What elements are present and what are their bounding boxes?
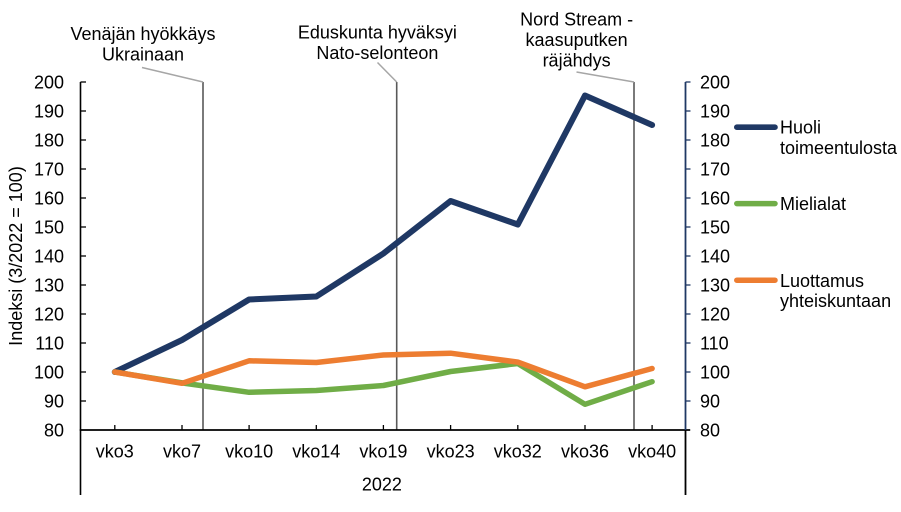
- svg-text:100: 100: [34, 363, 64, 383]
- svg-text:Nato-selonteon: Nato-selonteon: [316, 43, 438, 63]
- svg-text:Huoli: Huoli: [780, 118, 821, 138]
- svg-text:170: 170: [700, 160, 730, 180]
- svg-text:190: 190: [34, 102, 64, 122]
- svg-text:vko10: vko10: [225, 441, 273, 461]
- svg-text:Mielialat: Mielialat: [780, 194, 846, 214]
- svg-text:160: 160: [700, 189, 730, 209]
- svg-text:170: 170: [34, 160, 64, 180]
- svg-text:Nord Stream -: Nord Stream -: [520, 10, 633, 30]
- svg-text:toimeentulosta: toimeentulosta: [780, 138, 898, 158]
- svg-text:190: 190: [700, 102, 730, 122]
- svg-text:90: 90: [700, 392, 720, 412]
- svg-text:120: 120: [700, 305, 730, 325]
- svg-text:Eduskunta hyväksyi: Eduskunta hyväksyi: [298, 23, 457, 43]
- svg-text:vko40: vko40: [628, 441, 676, 461]
- svg-text:yhteiskuntaan: yhteiskuntaan: [780, 291, 891, 311]
- svg-text:vko14: vko14: [292, 441, 340, 461]
- svg-text:200: 200: [34, 73, 64, 93]
- svg-text:2022: 2022: [362, 474, 402, 494]
- svg-text:120: 120: [34, 305, 64, 325]
- svg-text:140: 140: [34, 247, 64, 267]
- svg-text:100: 100: [700, 363, 730, 383]
- svg-text:räjähdys: räjähdys: [543, 50, 611, 70]
- svg-text:110: 110: [35, 334, 64, 354]
- svg-text:180: 180: [34, 131, 64, 151]
- svg-text:Venäjän hyökkäys: Venäjän hyökkäys: [70, 24, 215, 44]
- svg-text:140: 140: [700, 247, 730, 267]
- svg-text:80: 80: [700, 421, 720, 441]
- svg-text:vko23: vko23: [427, 441, 475, 461]
- svg-text:kaasuputken: kaasuputken: [526, 30, 628, 50]
- svg-text:Luottamus: Luottamus: [780, 271, 864, 291]
- svg-text:80: 80: [44, 421, 64, 441]
- svg-text:90: 90: [44, 392, 64, 412]
- svg-text:110: 110: [700, 334, 729, 354]
- svg-text:150: 150: [34, 218, 64, 238]
- svg-text:vko3: vko3: [96, 441, 134, 461]
- svg-text:vko36: vko36: [561, 441, 609, 461]
- svg-text:200: 200: [700, 73, 730, 93]
- svg-text:150: 150: [700, 218, 730, 238]
- svg-text:Ukrainaan: Ukrainaan: [102, 44, 184, 64]
- svg-text:vko32: vko32: [494, 441, 542, 461]
- svg-text:130: 130: [34, 276, 64, 296]
- svg-text:180: 180: [700, 131, 730, 151]
- svg-text:vko19: vko19: [359, 441, 407, 461]
- svg-text:130: 130: [700, 276, 730, 296]
- svg-text:Indeksi (3/2022 = 100): Indeksi (3/2022 = 100): [6, 166, 26, 346]
- svg-text:vko7: vko7: [163, 441, 201, 461]
- svg-text:160: 160: [34, 189, 64, 209]
